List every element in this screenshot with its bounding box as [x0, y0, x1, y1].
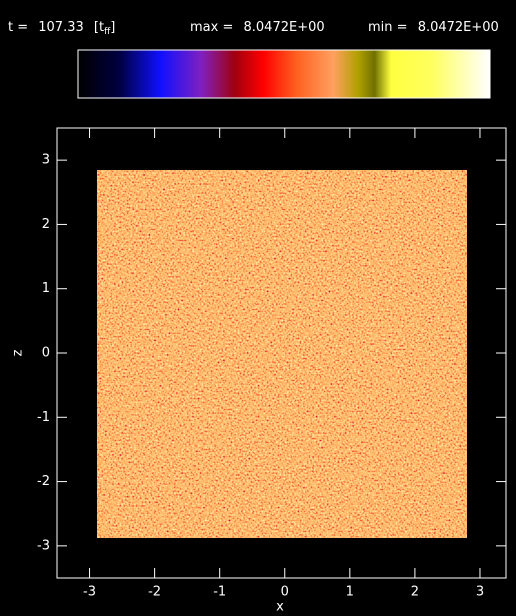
max-label: max = [190, 20, 233, 35]
min-text: min = 8.0472E+00 [368, 20, 499, 35]
time-text: t = 107.33 [tff] [8, 20, 115, 37]
x-tick-label: 2 [411, 585, 419, 600]
time-label: t = [8, 20, 28, 35]
max-text: max = 8.0472E+00 [190, 20, 325, 35]
y-tick-label: -1 [37, 410, 50, 425]
x-tick-label: -3 [83, 585, 96, 600]
y-tick-label: -3 [37, 538, 50, 553]
x-axis-label: x [276, 600, 284, 615]
x-tick-label: -2 [148, 585, 161, 600]
time-unit: [t [94, 20, 104, 35]
x-tick-label: 0 [281, 585, 289, 600]
time-unit-sub: ff [104, 27, 111, 37]
x-tick-label: -1 [213, 585, 226, 600]
x-tick-label: 3 [476, 585, 484, 600]
time-value: 107.33 [38, 20, 84, 35]
y-tick-label: 2 [42, 217, 50, 232]
y-tick-label: 1 [42, 281, 50, 296]
particle-field [97, 170, 467, 538]
y-tick-label: 3 [42, 153, 50, 168]
max-value: 8.0472E+00 [244, 20, 325, 35]
y-axis-label: z [11, 349, 26, 356]
min-label: min = [368, 20, 408, 35]
x-tick-label: 1 [346, 585, 354, 600]
y-tick-label: -2 [37, 474, 50, 489]
y-tick-label: 0 [42, 346, 50, 361]
colorbar [77, 49, 491, 99]
min-value: 8.0472E+00 [418, 20, 499, 35]
time-unit-close: ] [110, 20, 115, 35]
